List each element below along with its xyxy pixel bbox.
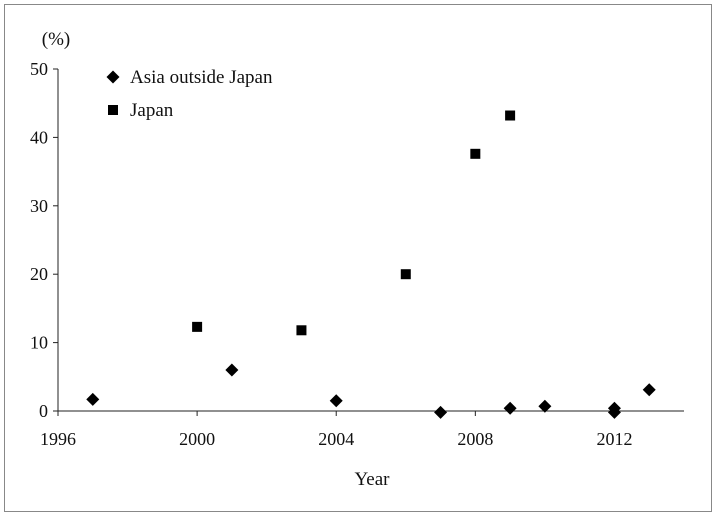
japan-point [505, 110, 516, 121]
legend: Asia outside Japan Japan [106, 67, 273, 121]
chart-frame [4, 4, 712, 512]
legend-square-marker [108, 105, 118, 115]
x-tick-label: 2012 [596, 429, 632, 449]
asia-outside-japan-point [538, 399, 552, 413]
data-points [86, 110, 656, 419]
asia-outside-japan-point [607, 405, 621, 419]
legend-item-asia-outside-japan: Asia outside Japan [106, 67, 273, 88]
asia-outside-japan-point [503, 401, 517, 415]
y-tick-label: 40 [30, 127, 48, 147]
y-tick-label: 20 [30, 264, 48, 284]
japan-point [296, 325, 307, 336]
x-tick-label: 1996 [40, 429, 76, 449]
x-tick-label: 2004 [318, 429, 354, 449]
x-axis-title: Year [354, 469, 390, 490]
y-tick-label: 0 [39, 401, 48, 421]
japan-point [470, 148, 481, 159]
asia-outside-japan-point [642, 383, 656, 397]
asia-outside-japan-point [329, 394, 343, 408]
x-tick-label: 2000 [179, 429, 215, 449]
x-tick-label: 2008 [457, 429, 493, 449]
y-axis-title: (%) [42, 29, 70, 50]
japan-point [400, 269, 411, 280]
y-tick-label: 10 [30, 333, 48, 353]
legend-label-asia-outside-japan: Asia outside Japan [130, 67, 273, 88]
asia-outside-japan-point [434, 405, 448, 419]
y-tick-label: 30 [30, 196, 48, 216]
legend-label-japan: Japan [130, 100, 174, 121]
asia-outside-japan-point [86, 392, 100, 406]
asia-outside-japan-point [225, 363, 239, 377]
y-tick-label: 50 [30, 59, 48, 79]
tick-labels: 0 10 20 30 40 50 1996 2000 2004 2008 2012 [30, 59, 632, 449]
legend-item-japan: Japan [108, 100, 174, 121]
axes [53, 68, 684, 416]
legend-diamond-marker [106, 70, 120, 84]
japan-point [192, 321, 203, 332]
